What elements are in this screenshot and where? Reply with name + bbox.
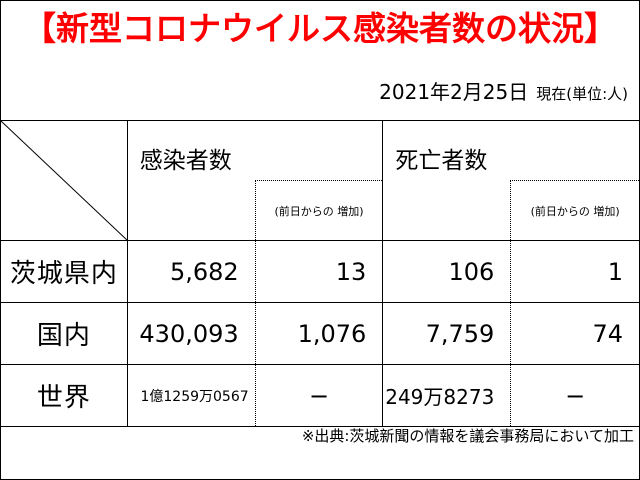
row-label: 茨城県内 <box>0 240 128 303</box>
header-infected-increase-label: (前日からの 増加) <box>274 204 364 218</box>
cell-deaths-increase: − <box>510 364 640 427</box>
cell-infected: 1億1259万0567 <box>126 364 256 427</box>
date-line: 2021年2月25日 現在(単位:人) <box>379 78 628 108</box>
row-label: 国内 <box>0 302 128 365</box>
corner-cell <box>0 120 128 241</box>
row-label: 世界 <box>0 364 128 427</box>
header-infected-increase: (前日からの 増加) <box>254 180 384 241</box>
table-row: 世界 1億1259万0567 − 249万8273 − <box>0 364 640 427</box>
cell-deaths: 7,759 <box>382 302 512 365</box>
table-row: 国内 430,093 1,076 7,759 74 <box>0 302 640 365</box>
header-deaths-increase-label: (前日からの 増加) <box>530 204 620 218</box>
stats-table: 感染者数 死亡者数 (前日からの 増加) (前日からの 増加) 茨城県内 5,6… <box>0 120 640 427</box>
header-infected-spacer <box>126 180 256 241</box>
table-row: 茨城県内 5,682 13 106 1 <box>0 240 640 303</box>
cell-deaths: 249万8273 <box>382 364 512 427</box>
diagonal-line <box>1 121 127 240</box>
header-deaths: 死亡者数 <box>382 120 640 181</box>
source-note: ※出典:茨城新聞の情報を議会事務局において加工 <box>301 427 634 445</box>
cell-deaths: 106 <box>382 240 512 303</box>
cell-infected-increase: 13 <box>255 240 384 303</box>
header-deaths-increase: (前日からの 増加) <box>510 180 640 241</box>
cell-deaths-increase: 1 <box>510 240 640 303</box>
page-title: 【新型コロナウイルス感染者数の状況】 <box>23 9 617 48</box>
cell-deaths-increase: 74 <box>510 302 640 365</box>
cell-infected-increase: 1,076 <box>255 302 384 365</box>
cell-infected-increase: − <box>255 364 384 427</box>
unit-note: 現在(単位:人) <box>536 85 628 103</box>
header-infected: 感染者数 <box>126 120 384 181</box>
report-date: 2021年2月25日 <box>379 80 529 104</box>
header-deaths-spacer <box>382 180 511 241</box>
cell-infected: 5,682 <box>126 240 256 303</box>
cell-infected: 430,093 <box>126 302 256 365</box>
